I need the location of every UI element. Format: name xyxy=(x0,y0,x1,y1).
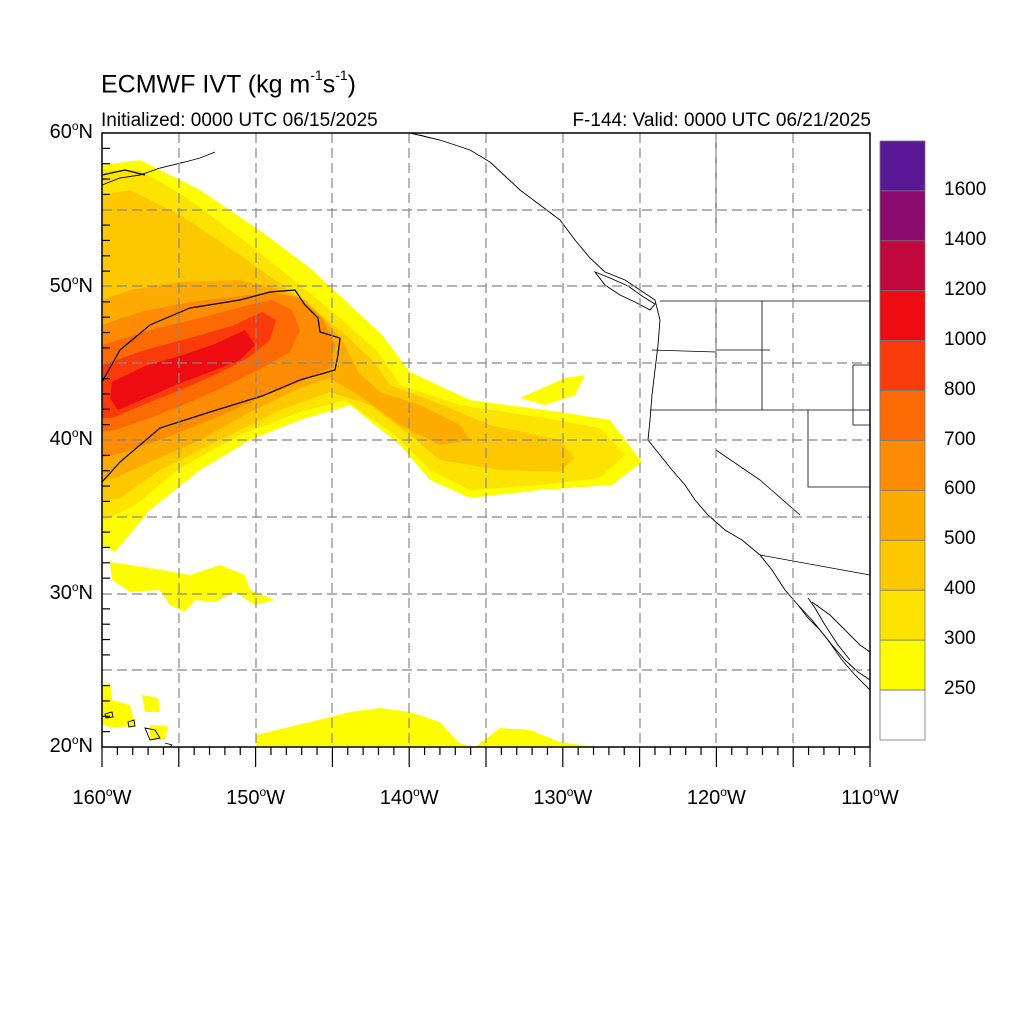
lat-suffix: N xyxy=(78,581,93,604)
lat-label: 30oN xyxy=(49,579,93,605)
lat-label: 60oN xyxy=(49,119,93,144)
baja-peninsula xyxy=(797,597,871,681)
contour-outline-250 xyxy=(102,169,146,176)
degree-symbol: o xyxy=(566,785,574,799)
colorbar-swatch xyxy=(879,539,926,591)
lon-value: 140 xyxy=(379,787,414,809)
lat-value: 40 xyxy=(49,428,72,450)
colorbar-swatch xyxy=(879,190,926,242)
colorbar-label: 700 xyxy=(944,428,976,450)
lon-suffix: W xyxy=(879,787,899,809)
north-america-coast xyxy=(409,132,871,691)
degree-symbol: o xyxy=(71,733,79,747)
lat-value: 50 xyxy=(49,274,72,297)
contour-outline-500 xyxy=(102,289,341,483)
lon-label: 160oW xyxy=(72,785,132,810)
coastlines xyxy=(101,132,871,748)
hawaii-islands xyxy=(104,711,173,748)
lon-label: 130oW xyxy=(533,785,593,810)
lon-value: 110 xyxy=(841,787,874,809)
colorbar-label: 400 xyxy=(944,578,976,600)
colorbar-label: 500 xyxy=(944,528,976,550)
degree-symbol: o xyxy=(71,579,79,594)
degree-symbol: o xyxy=(720,785,727,799)
grid-lat xyxy=(102,209,870,671)
lon-label: 140oW xyxy=(379,785,439,810)
colorbar-swatch xyxy=(879,639,926,691)
colorbar-label: 300 xyxy=(944,628,976,650)
degree-symbol: o xyxy=(873,785,880,799)
map-title: ECMWF IVT (kg m-1s-1) xyxy=(101,67,356,99)
ivt-level-250 xyxy=(142,695,160,712)
colorbar-swatch xyxy=(879,440,926,491)
colorbar-label: 1200 xyxy=(944,278,987,300)
lon-suffix: W xyxy=(112,787,132,809)
valid-time: F-144: Valid: 0000 UTC 06/21/2025 xyxy=(572,110,871,131)
lon-value: 130 xyxy=(533,787,567,809)
lat-label: 40oN xyxy=(49,426,93,451)
lat-suffix: N xyxy=(78,428,93,450)
initialized-time: Initialized: 0000 UTC 06/15/2025 xyxy=(101,110,378,131)
colorbar-swatch xyxy=(879,340,926,391)
lat-suffix: N xyxy=(78,274,93,297)
degree-symbol: o xyxy=(105,785,113,799)
axis-ticks xyxy=(101,147,871,767)
ivt-level-1000 xyxy=(110,330,255,410)
alaska-coast xyxy=(101,134,431,186)
lon-value: 120 xyxy=(686,787,721,809)
degree-symbol: o xyxy=(413,785,420,799)
ivt-level-250 xyxy=(110,562,275,612)
colorbar-swatch xyxy=(879,240,926,292)
colorbar-label: 1400 xyxy=(944,228,987,250)
colorbar-swatch xyxy=(879,490,926,541)
colorbar-swatch xyxy=(879,390,926,441)
lon-suffix: W xyxy=(573,787,593,809)
lon-suffix: W xyxy=(726,787,746,809)
colorbar-swatch xyxy=(879,290,926,342)
colorbar-swatch xyxy=(879,589,926,641)
ivt-level-250 xyxy=(150,725,168,740)
lon-label: 150oW xyxy=(226,785,286,810)
colorbar-label: 800 xyxy=(944,378,976,400)
lon-value: 160 xyxy=(72,787,106,809)
ivt-level-250 xyxy=(102,683,135,728)
gulf-of-california xyxy=(811,601,871,653)
colorbar-label: 1000 xyxy=(944,328,987,350)
lon-label: 120oW xyxy=(686,785,746,810)
ivt-level-250 xyxy=(475,728,595,747)
ivt-level-250 xyxy=(520,375,585,405)
lon-suffix: W xyxy=(419,787,439,809)
grid-lines xyxy=(102,133,870,747)
colorbar-label: 600 xyxy=(944,478,976,500)
colorbar-swatch xyxy=(879,689,926,741)
degree-symbol: o xyxy=(259,785,267,799)
lat-value: 20 xyxy=(49,735,72,757)
lat-suffix: N xyxy=(78,735,93,757)
lat-value: 60 xyxy=(49,121,72,143)
ivt-field xyxy=(102,160,642,747)
lon-value: 150 xyxy=(226,787,260,809)
lon-label: 110oW xyxy=(841,785,899,810)
lat-suffix: N xyxy=(78,121,93,143)
colorbar-swatch xyxy=(879,140,926,192)
degree-symbol: o xyxy=(71,119,79,133)
degree-symbol: o xyxy=(71,272,79,287)
lat-value: 30 xyxy=(49,581,72,604)
colorbar xyxy=(879,140,926,741)
lon-suffix: W xyxy=(266,787,286,809)
lat-label: 50oN xyxy=(49,272,93,298)
colorbar-label: 1600 xyxy=(944,178,987,200)
degree-symbol: o xyxy=(71,426,79,440)
colorbar-label: 250 xyxy=(944,678,976,700)
vancouver-island xyxy=(593,270,656,311)
lat-label: 20oN xyxy=(49,733,93,758)
ivt-level-250 xyxy=(256,708,470,747)
